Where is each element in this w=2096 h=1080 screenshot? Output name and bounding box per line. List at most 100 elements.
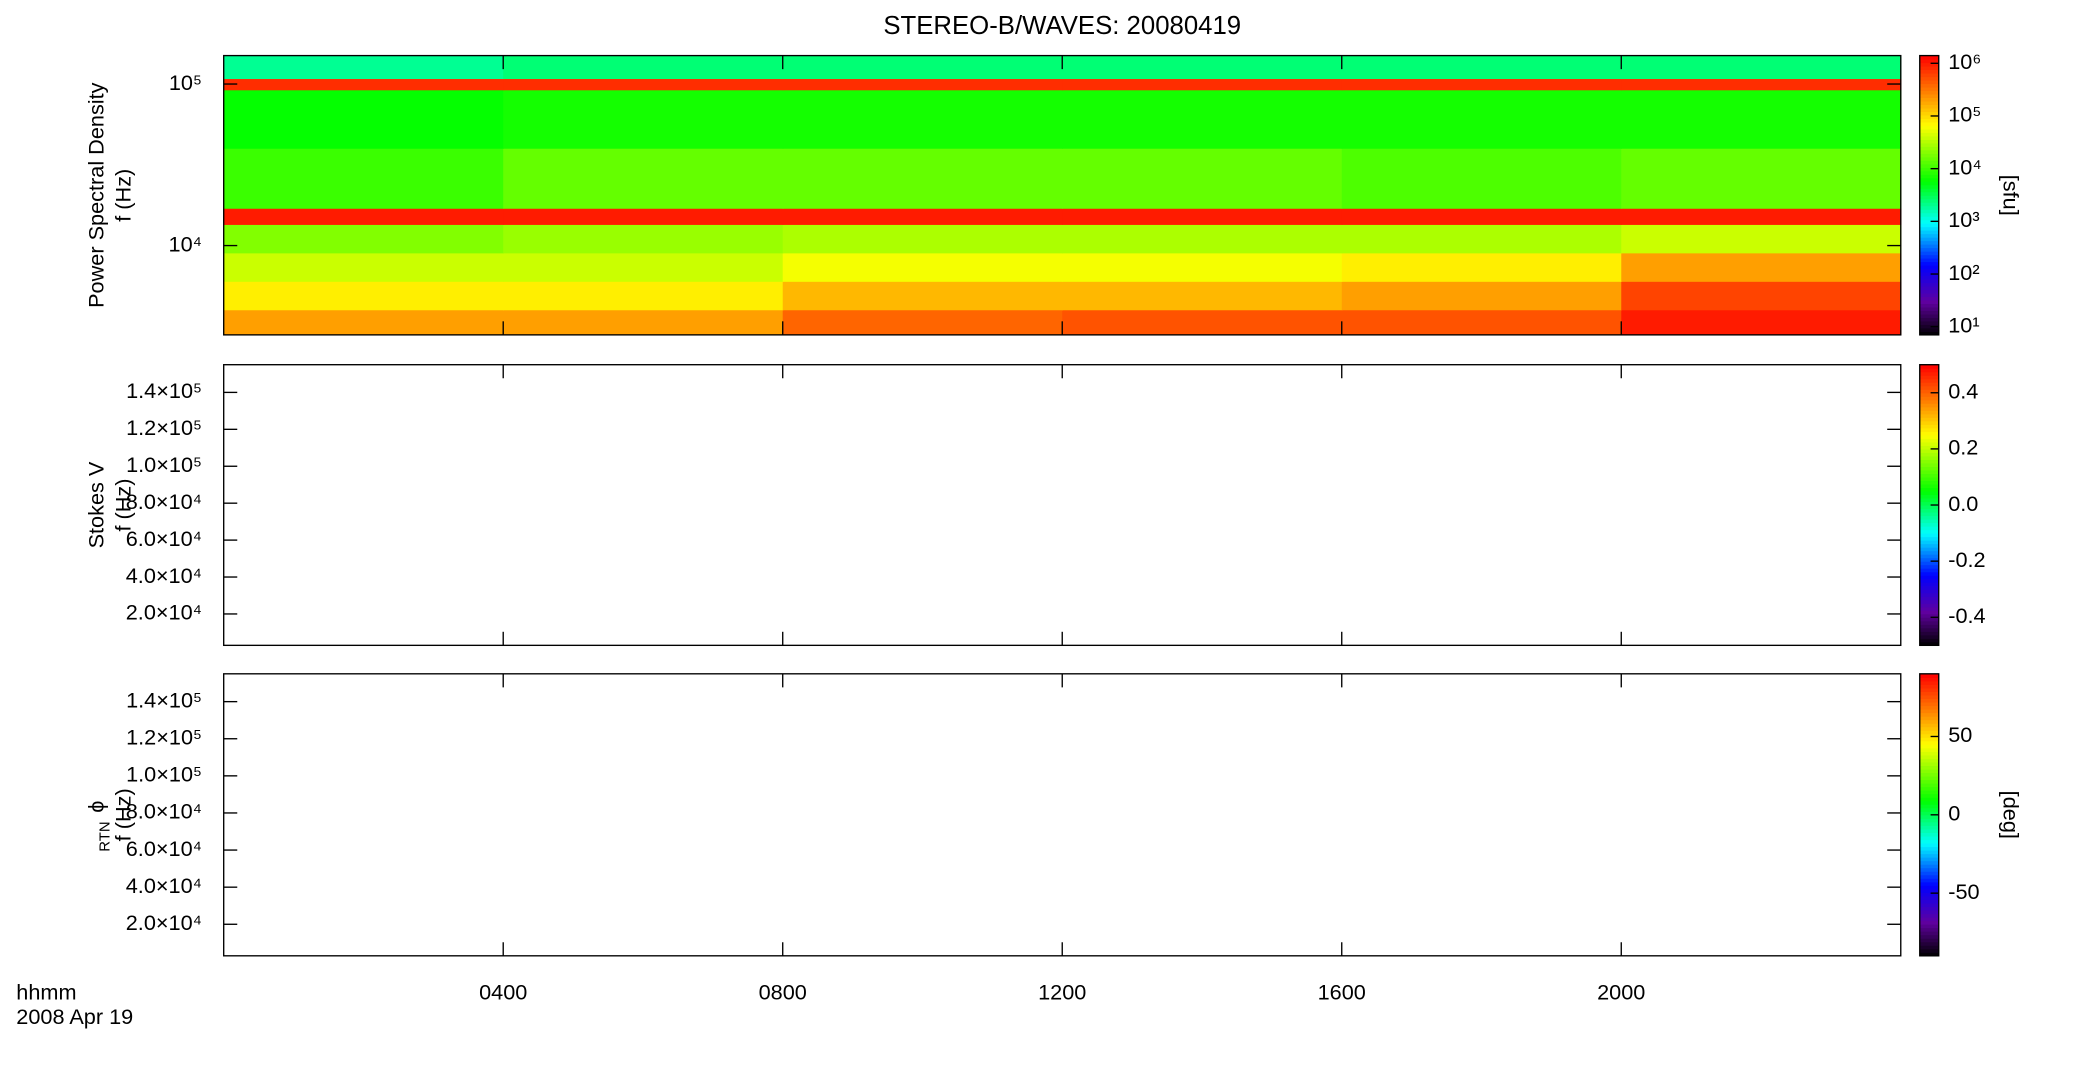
heatmap-cell (223, 309, 504, 336)
colorbar-step (1919, 712, 1939, 717)
colorbar-step (1919, 705, 1939, 710)
colorbar-step (1919, 920, 1939, 925)
colorbar-step (1919, 934, 1939, 939)
colorbar-frame (1919, 54, 1940, 336)
colorbar-step (1919, 247, 1939, 252)
colorbar-step (1919, 906, 1939, 911)
colorbar-step (1919, 73, 1939, 78)
colorbar-step (1919, 389, 1939, 394)
heatmap-cell (1062, 89, 1343, 149)
x-tick-label: 1600 (1318, 980, 1366, 1005)
x-tick-label: 0400 (479, 980, 527, 1005)
colorbar-step (1919, 867, 1939, 872)
colorbar-step (1919, 515, 1939, 520)
y-tick-label: 1.0×10⁵ (126, 762, 202, 787)
colorbar-step (1919, 66, 1939, 71)
colorbar-step (1919, 793, 1939, 798)
colorbar-label: [deg] (1998, 791, 2023, 839)
colorbar-step (1919, 716, 1939, 721)
colorbar-step (1919, 899, 1939, 904)
panel: 2.0×10⁴ 4.0×10⁴ 6.0×10⁴ 8.0×10⁴ 1.0×10⁵ 1.2×1… (83, 364, 1986, 647)
colorbar-step (1919, 184, 1939, 189)
colorbar-tick-label: 0.0 (1948, 491, 1978, 516)
colorbar-step (1919, 941, 1939, 946)
heatmap-cell (1341, 55, 1622, 80)
colorbar-step (1919, 719, 1939, 724)
heatmap-cell (782, 89, 1063, 149)
colorbar-step (1919, 631, 1939, 636)
colorbar-step (1919, 410, 1939, 415)
colorbar-step (1919, 368, 1939, 373)
colorbar-step (1919, 146, 1939, 151)
colorbar-step (1919, 160, 1939, 165)
colorbar-step (1919, 585, 1939, 590)
colorbar-step (1919, 857, 1939, 862)
y-tick-label: 1.4×10⁵ (126, 687, 202, 712)
colorbar-step (1919, 687, 1939, 692)
colorbar-step (1919, 230, 1939, 235)
colorbar-step (1919, 396, 1939, 401)
colorbar-tick-label: 10³ (1948, 207, 1979, 232)
heatmap-cell (1341, 78, 1622, 91)
colorbar-step (1919, 100, 1939, 106)
colorbar-step (1919, 892, 1939, 897)
colorbar-step (1919, 512, 1939, 517)
colorbar-step (1919, 638, 1939, 643)
colorbar-step (1919, 709, 1939, 714)
colorbar-step (1919, 878, 1939, 883)
colorbar-step (1919, 533, 1939, 538)
colorbar-step (1919, 603, 1939, 608)
colorbar-step (1919, 871, 1939, 876)
colorbar-step (1919, 634, 1939, 639)
colorbar-step (1919, 420, 1939, 425)
colorbar-step (1919, 931, 1939, 936)
heatmap-cell (223, 89, 504, 149)
colorbar-step (1919, 198, 1939, 203)
colorbar-step (1919, 59, 1939, 64)
colorbar-step (1919, 139, 1939, 144)
heatmap-cell (1621, 281, 1902, 311)
y-tick-label: 6.0×10⁴ (126, 836, 202, 861)
colorbar-tick-label: -0.4 (1948, 603, 1985, 628)
colorbar-step (1919, 624, 1939, 629)
heatmap-cell (1062, 281, 1343, 311)
heatmap-cell (223, 55, 504, 80)
colorbar-tick-label: 10⁵ (1948, 102, 1981, 127)
colorbar-step (1919, 818, 1939, 823)
heatmap-cell (223, 281, 504, 311)
colorbar-step (1919, 522, 1939, 527)
colorbar-step (1919, 292, 1939, 298)
colorbar-step (1919, 473, 1939, 478)
colorbar-step (1919, 948, 1939, 953)
colorbar-step (1919, 758, 1939, 763)
colorbar-step (1919, 226, 1939, 231)
heatmap-cell (503, 55, 784, 80)
colorbar-step (1919, 550, 1939, 555)
colorbar-step (1919, 202, 1939, 207)
heatmap-cell (223, 78, 504, 91)
colorbar-step (1919, 641, 1939, 646)
colorbar-step (1919, 258, 1939, 263)
heatmap-cell (1062, 148, 1343, 209)
heatmap-cell (223, 148, 504, 209)
colorbar-step (1919, 191, 1939, 196)
colorbar-step (1919, 417, 1939, 422)
colorbar-step (1919, 480, 1939, 485)
colorbar-step (1919, 188, 1939, 193)
colorbar-step (1919, 153, 1939, 158)
colorbar-step (1919, 107, 1939, 112)
heatmap-cell (503, 208, 784, 225)
colorbar-step (1919, 508, 1939, 513)
panel: 2.0×10⁴ 4.0×10⁴ 6.0×10⁴ 8.0×10⁴ 1.0×10⁵ 1.2×1… (16, 673, 2023, 1029)
heatmap-cell (1621, 55, 1902, 80)
colorbar-step (1919, 149, 1939, 154)
heatmap-cell (503, 309, 784, 336)
heatmap-cell (1621, 89, 1902, 149)
colorbar-step (1919, 783, 1939, 788)
colorbar-step (1919, 839, 1939, 844)
heatmap-cell (782, 55, 1063, 80)
heatmap-cell (782, 148, 1063, 209)
colorbar-step (1919, 938, 1939, 943)
colorbar-step (1919, 135, 1939, 140)
colorbar-step (1919, 303, 1939, 308)
